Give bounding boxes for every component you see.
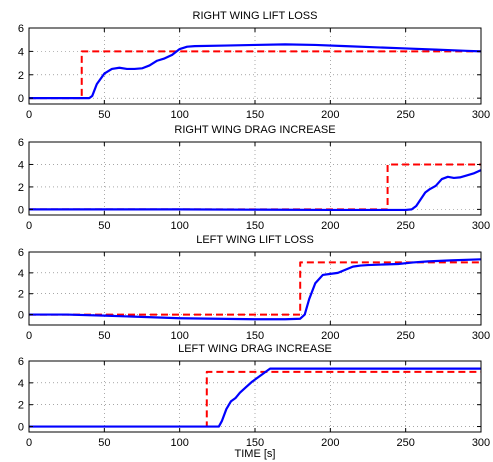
x-tick-label: 150 [246, 220, 264, 232]
x-tick-label: 100 [170, 109, 188, 121]
chart-title: RIGHT WING LIFT LOSS [193, 10, 318, 22]
y-tick-label: 0 [18, 204, 24, 216]
x-tick-label: 50 [98, 437, 110, 449]
y-tick-label: 0 [18, 422, 24, 434]
series-line-solid-blue [29, 258, 482, 321]
x-tick-label: 50 [98, 330, 110, 342]
x-tick-label: 250 [396, 330, 414, 342]
x-tick-label: 250 [396, 437, 414, 449]
x-tick-label: 200 [321, 437, 339, 449]
subplot-3: LEFT WING LIFT LOSS 0 50 100 150 200 250 300 0 2 4… [18, 234, 490, 342]
y-tick-label: 6 [18, 23, 24, 35]
y-tick-label: 6 [18, 356, 24, 368]
y-tick-label: 2 [18, 289, 24, 301]
x-tick-label: 300 [472, 437, 490, 449]
y-tick-label: 4 [18, 159, 24, 171]
y-tick-label: 4 [18, 268, 24, 280]
x-axis-label: TIME [s] [235, 448, 276, 460]
x-tick-label: 50 [98, 220, 110, 232]
series-line-solid-blue [29, 43, 482, 100]
y-tick-label: 6 [18, 247, 24, 259]
series-line-solid-blue [29, 169, 482, 212]
x-tick-label: 300 [472, 220, 490, 232]
x-tick-label: 0 [26, 330, 32, 342]
subplot-1: RIGHT WING LIFT LOSS 0 50 100 150 200 250 300 0 2… [18, 10, 490, 121]
x-tick-label: 0 [26, 437, 32, 449]
y-tick-label: 2 [18, 182, 24, 194]
x-tick-label: 50 [98, 109, 110, 121]
y-tick-label: 4 [18, 378, 24, 390]
y-tick-label: 6 [18, 137, 24, 149]
chart-title: LEFT WING LIFT LOSS [196, 234, 314, 246]
y-tick-label: 2 [18, 400, 24, 412]
x-tick-label: 250 [396, 109, 414, 121]
x-tick-label: 0 [26, 109, 32, 121]
x-tick-label: 250 [396, 220, 414, 232]
subplot-4: LEFT WING DRAG INCREASE 0 50 100 150 200 250 30… [18, 343, 490, 460]
x-tick-label: 100 [170, 437, 188, 449]
subplot-2: RIGHT WING DRAG INCREASE 0 50 100 150 200 250 3… [18, 124, 490, 232]
x-tick-label: 300 [472, 330, 490, 342]
x-tick-label: 200 [321, 330, 339, 342]
y-tick-label: 2 [18, 70, 24, 82]
x-tick-label: 300 [472, 109, 490, 121]
x-tick-label: 0 [26, 220, 32, 232]
series-line-solid-blue [29, 367, 481, 428]
y-tick-label: 0 [18, 310, 24, 322]
x-tick-label: 150 [246, 330, 264, 342]
y-tick-label: 0 [18, 93, 24, 105]
chart-title: LEFT WING DRAG INCREASE [178, 343, 332, 355]
x-tick-label: 100 [170, 330, 188, 342]
chart-title: RIGHT WING DRAG INCREASE [174, 124, 335, 136]
x-tick-label: 150 [246, 109, 264, 121]
x-tick-label: 200 [321, 220, 339, 232]
x-tick-label: 200 [321, 109, 339, 121]
x-tick-label: 100 [170, 220, 188, 232]
x-tick-label: 150 [246, 437, 264, 449]
series-line-dashed-red [29, 261, 481, 316]
y-tick-label: 4 [18, 46, 24, 58]
